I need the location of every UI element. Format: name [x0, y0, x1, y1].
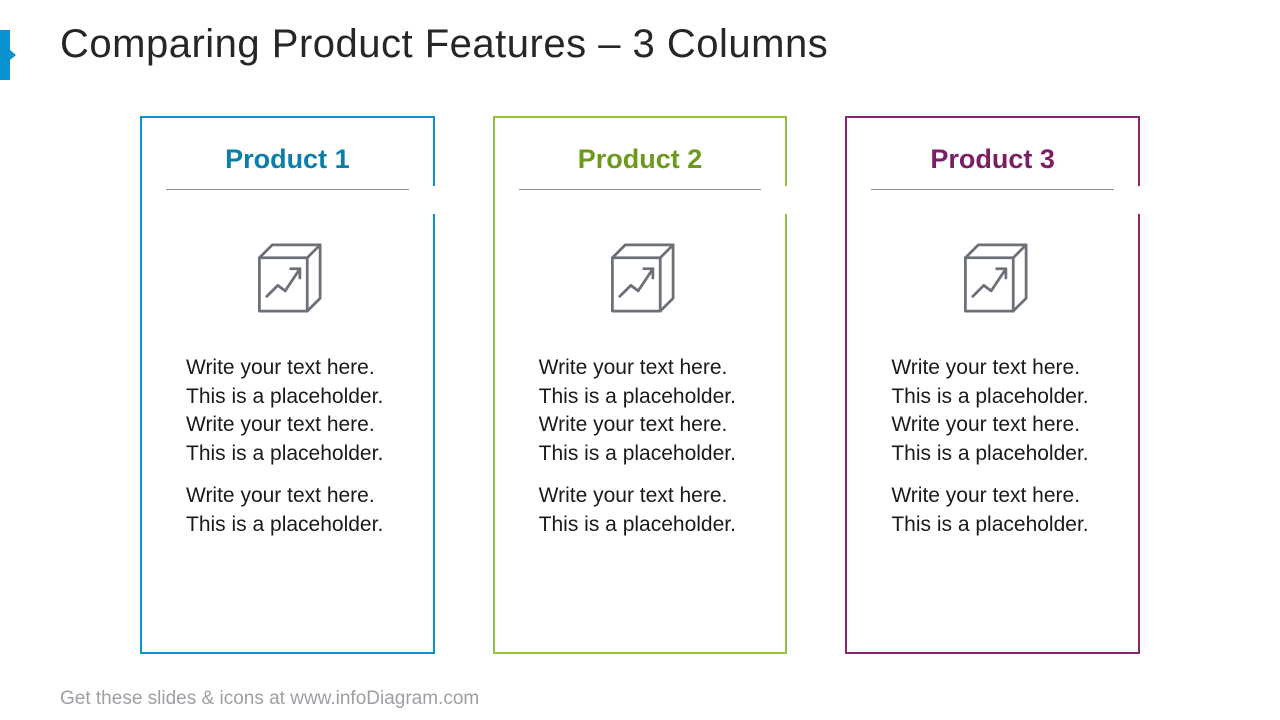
card-text-para-1: Write your text here. This is a placehol… — [539, 354, 746, 468]
card-body: Write your text here. This is a placehol… — [142, 346, 433, 539]
card-text-para-2: Write your text here. This is a placehol… — [539, 482, 746, 539]
slide-footer: Get these slides & icons at www.infoDiag… — [60, 688, 479, 710]
card-notch — [431, 186, 435, 214]
slide-title: Comparing Product Features – 3 Columns — [60, 22, 828, 67]
card-body: Write your text here. This is a placehol… — [495, 346, 786, 539]
cube-chart-icon — [847, 190, 1138, 346]
product-title-1: Product 1 — [142, 118, 433, 183]
product-title-2: Product 2 — [495, 118, 786, 183]
card-notch — [1136, 186, 1140, 214]
card-text-para-2: Write your text here. This is a placehol… — [891, 482, 1098, 539]
product-card-3: Product 3 Write your text here. This is … — [845, 116, 1140, 654]
cube-chart-icon — [495, 190, 786, 346]
columns-container: Product 1 Write your text here. This is … — [140, 116, 1140, 654]
product-card-1: Product 1 Write your text here. This is … — [140, 116, 435, 654]
card-text-para-1: Write your text here. This is a placehol… — [891, 354, 1098, 468]
cube-chart-icon — [142, 190, 433, 346]
card-text-para-2: Write your text here. This is a placehol… — [186, 482, 393, 539]
card-body: Write your text here. This is a placehol… — [847, 346, 1138, 539]
card-notch — [783, 186, 787, 214]
left-accent-marker — [0, 30, 10, 80]
card-text-para-1: Write your text here. This is a placehol… — [186, 354, 393, 468]
product-title-3: Product 3 — [847, 118, 1138, 183]
product-card-2: Product 2 Write your text here. This is … — [493, 116, 788, 654]
